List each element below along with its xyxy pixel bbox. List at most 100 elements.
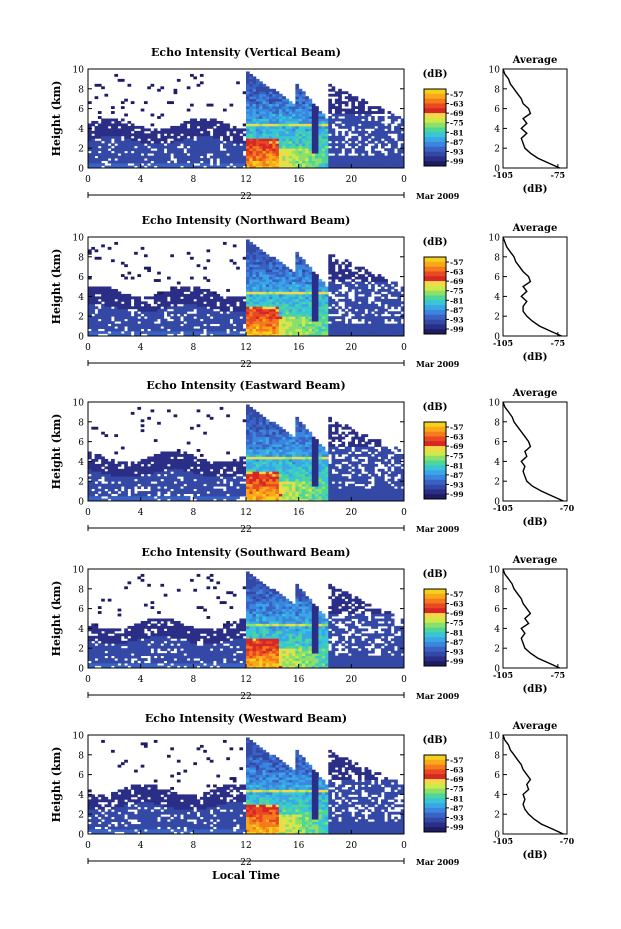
heatmap-cell (114, 133, 119, 137)
heatmap-cell (88, 293, 92, 297)
heatmap-cell (219, 323, 224, 327)
heatmap-cell (262, 326, 267, 329)
heatmap-cell (107, 468, 112, 472)
heatmap-cell (249, 449, 253, 452)
heatmap-cell (107, 326, 112, 329)
heatmap-cell (377, 165, 382, 169)
heatmap-cell (101, 145, 105, 149)
heatmap-cell (255, 316, 260, 320)
heatmap-cell (249, 256, 253, 260)
heatmap-cell (186, 498, 191, 502)
heatmap-cell (315, 133, 319, 137)
heatmap-cell (282, 321, 286, 325)
heatmap-cell (278, 306, 283, 310)
heatmap-cell (308, 331, 313, 334)
heatmap-cell (255, 306, 260, 310)
heatmap-cell (124, 466, 128, 470)
heatmap-cell (380, 158, 385, 161)
heatmap-cell (167, 150, 171, 154)
heatmap-cell (252, 409, 257, 413)
heatmap-cell (143, 128, 148, 132)
heatmap-cell (203, 148, 207, 152)
heatmap-cell (104, 308, 109, 312)
heatmap-cell (246, 488, 250, 492)
profile-y-tick-label: 2 (494, 145, 500, 155)
heatmap-cell (278, 296, 283, 300)
heatmap-cell (384, 296, 388, 300)
heatmap-cell (400, 148, 405, 152)
heatmap-cell (114, 301, 119, 305)
heatmap-cell (351, 279, 356, 282)
heatmap-cell (206, 163, 211, 166)
heatmap-cell (246, 498, 250, 502)
heatmap-cell (377, 331, 382, 334)
heatmap-cell (101, 306, 105, 310)
heatmap-cell (94, 316, 99, 320)
heatmap-cell (295, 333, 300, 337)
heatmap-cell (328, 276, 332, 280)
heatmap-cell (301, 91, 306, 95)
heatmap-cell (127, 148, 132, 152)
heatmap-cell (173, 488, 178, 492)
heatmap-cell (173, 471, 178, 475)
heatmap-cell (193, 291, 198, 295)
heatmap-cell (203, 316, 207, 320)
heatmap-cell (206, 288, 211, 292)
heatmap-cell (246, 296, 250, 300)
heatmap-cell (213, 163, 217, 166)
heatmap-cell (400, 133, 405, 137)
heatmap-cell (269, 308, 273, 312)
heatmap-cell (298, 111, 303, 114)
heatmap-cell (298, 326, 303, 329)
heatmap-cell (153, 456, 158, 460)
heatmap-cell (272, 130, 277, 134)
heatmap-cell (120, 476, 125, 480)
heatmap-cell (305, 279, 309, 282)
heatmap-cell (160, 301, 165, 305)
heatmap-cell (193, 145, 198, 149)
heatmap-cell (272, 293, 277, 297)
heatmap-cell (288, 281, 293, 285)
heatmap-cell (157, 130, 161, 134)
heatmap-cell (206, 471, 211, 475)
heatmap-cell (338, 143, 342, 147)
heatmap-cell (377, 155, 382, 159)
heatmap-cell (285, 130, 290, 134)
heatmap-cell (180, 321, 184, 325)
heatmap-cell (318, 288, 323, 292)
heatmap-cell (120, 313, 125, 317)
heatmap-cell (193, 456, 198, 460)
heatmap-cell (97, 311, 102, 315)
heatmap-cell (354, 293, 359, 297)
heatmap-cell (265, 291, 270, 295)
heatmap-cell (387, 128, 392, 132)
heatmap-cell (361, 331, 365, 334)
heatmap-cell (255, 91, 260, 95)
heatmap-cell (351, 106, 356, 110)
heatmap-cell (107, 165, 112, 169)
heatmap-cell (157, 303, 161, 307)
heatmap-cell (269, 98, 273, 102)
heatmap-cell (186, 323, 191, 327)
heatmap-cell (262, 328, 267, 332)
heatmap-cell (91, 318, 95, 322)
heatmap-cell (196, 496, 201, 499)
heatmap-cell (193, 471, 198, 475)
heatmap-cell (167, 101, 171, 105)
heatmap-cell (242, 301, 247, 305)
heatmap-cell (150, 130, 155, 134)
heatmap-cell (190, 426, 194, 430)
heatmap-cell (97, 483, 102, 487)
heatmap-cell (91, 143, 95, 147)
heatmap-cell (137, 133, 142, 137)
heatmap-cell (249, 155, 253, 159)
heatmap-cell (147, 155, 151, 159)
heatmap-cell (199, 303, 204, 307)
heatmap-cell (239, 155, 244, 159)
heatmap-cell (150, 323, 155, 327)
heatmap-cell (275, 261, 280, 265)
heatmap-cell (252, 101, 257, 105)
heatmap-cell (305, 316, 309, 320)
heatmap-cell (292, 116, 296, 119)
heatmap-cell (229, 150, 234, 154)
